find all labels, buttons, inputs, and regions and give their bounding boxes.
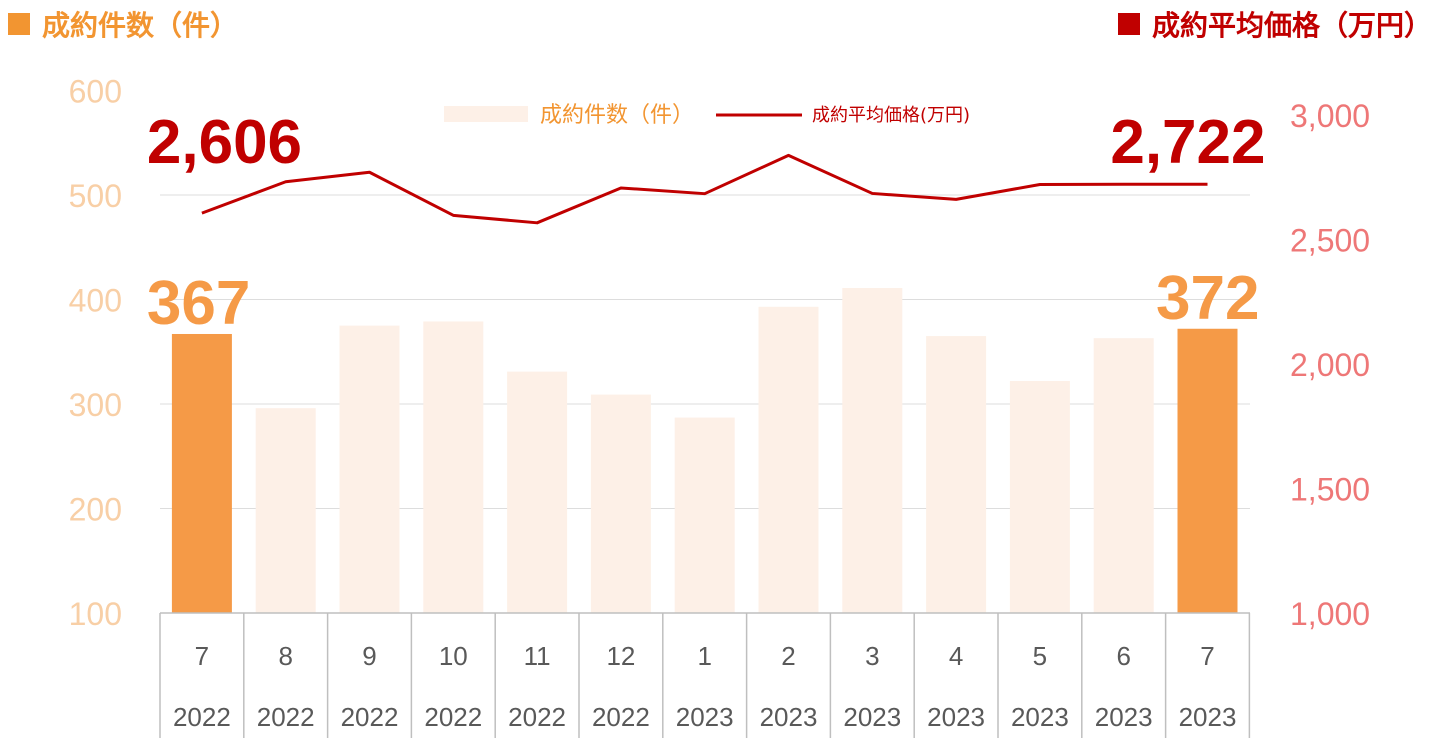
right-axis-tick: 1,500 [1290, 472, 1370, 508]
left-axis-tick: 400 [69, 283, 122, 319]
x-tick-month: 3 [865, 641, 879, 671]
data-label-price: 2,722 [1110, 108, 1265, 177]
x-tick-month: 10 [439, 641, 468, 671]
x-tick-year: 2022 [592, 702, 650, 732]
bar [590, 394, 651, 613]
x-tick-year: 2022 [424, 702, 482, 732]
x-tick-month: 8 [278, 641, 292, 671]
left-axis-tick: 300 [69, 387, 122, 423]
x-tick-month: 5 [1033, 641, 1047, 671]
legend-bar-swatch [444, 106, 528, 122]
bar [507, 371, 568, 613]
bar [674, 417, 735, 613]
x-tick-month: 2 [781, 641, 795, 671]
right-axis-tick: 3,000 [1290, 98, 1370, 134]
x-tick-month: 7 [1200, 641, 1214, 671]
bar [339, 325, 400, 613]
bar [255, 408, 316, 613]
x-tick-year: 2023 [1011, 702, 1069, 732]
legend-line-label: 成約平均価格(万円) [812, 105, 970, 126]
data-label-price: 2,606 [147, 108, 302, 177]
x-tick-month: 4 [949, 641, 963, 671]
left-axis-title: 成約件数（件） [8, 4, 238, 44]
bar-highlight [171, 333, 232, 613]
x-tick-month: 6 [1116, 641, 1130, 671]
x-tick-year: 2022 [341, 702, 399, 732]
x-tick-year: 2023 [1095, 702, 1153, 732]
bar [758, 306, 819, 613]
x-tick-month: 12 [606, 641, 635, 671]
data-label-count: 372 [1156, 264, 1259, 333]
bar [423, 321, 484, 613]
x-tick-year: 2022 [508, 702, 566, 732]
right-axis-title: 成約平均価格（万円） [1117, 4, 1432, 44]
x-tick-year: 2023 [760, 702, 818, 732]
bar [1009, 381, 1070, 613]
x-tick-month: 7 [195, 641, 209, 671]
x-tick-year: 2023 [1179, 702, 1237, 732]
x-tick-month: 11 [524, 641, 551, 671]
bar [842, 288, 903, 613]
bar [926, 336, 987, 613]
right-axis-tick: 1,000 [1290, 596, 1370, 632]
legend-bar-label: 成約件数（件） [540, 103, 694, 128]
right-axis-title-text: 成約平均価格（万円） [1151, 9, 1432, 42]
right-legend-square [1117, 13, 1140, 35]
left-axis-tick: 500 [69, 178, 122, 214]
x-tick-year: 2023 [843, 702, 901, 732]
x-tick-year: 2022 [173, 702, 231, 732]
right-axis-tick: 2,500 [1290, 223, 1370, 259]
left-axis-tick: 200 [69, 492, 122, 528]
x-tick-year: 2023 [676, 702, 734, 732]
bar-highlight [1177, 328, 1238, 613]
left-axis-tick: 100 [69, 596, 122, 632]
x-tick-month: 9 [362, 641, 376, 671]
left-axis-tick: 600 [69, 74, 122, 110]
right-axis-tick: 2,000 [1290, 347, 1370, 383]
left-axis-title-text: 成約件数（件） [42, 9, 239, 42]
x-tick-year: 2022 [257, 702, 315, 732]
left-legend-square [8, 13, 30, 35]
price-line [201, 153, 1208, 225]
x-tick-year: 2023 [927, 702, 985, 732]
x-tick-month: 1 [697, 641, 711, 671]
data-label-count: 367 [147, 269, 250, 338]
bar [1093, 338, 1154, 613]
